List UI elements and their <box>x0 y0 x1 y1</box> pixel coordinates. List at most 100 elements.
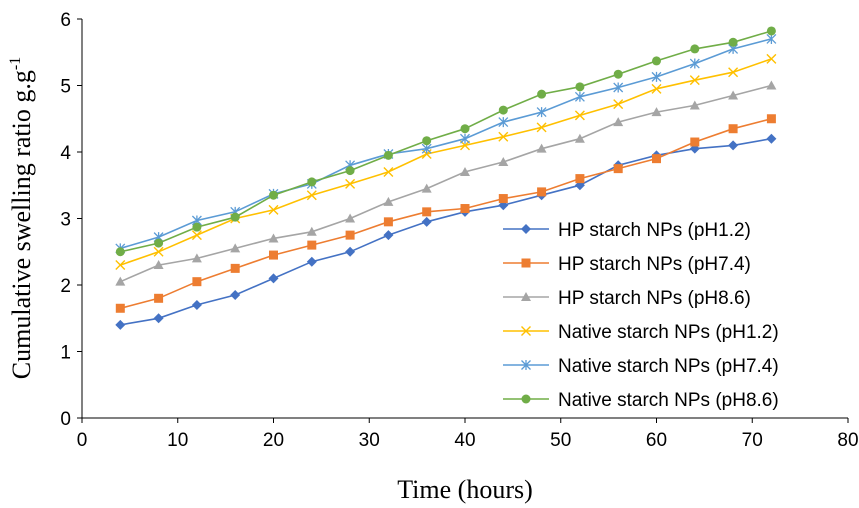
legend-item: HP starch NPs (pH8.6) <box>503 288 751 309</box>
y-axis-title-main: Cumulative swelling ratio g.g <box>7 70 36 379</box>
data-point <box>192 222 202 232</box>
data-point <box>498 105 508 115</box>
x-tick-label: 10 <box>167 430 188 451</box>
data-point <box>498 156 509 166</box>
data-point <box>154 293 164 303</box>
data-point <box>268 204 279 215</box>
series-line <box>120 58 772 266</box>
data-point <box>306 226 317 236</box>
data-point <box>460 133 470 144</box>
data-point <box>383 230 394 241</box>
y-axis-title: Cumulative swelling ratio g.g-1 <box>7 57 36 379</box>
data-point <box>537 187 547 197</box>
y-tick-label: 5 <box>60 77 71 98</box>
data-point <box>421 216 432 227</box>
data-point <box>460 204 470 214</box>
x-axis-title: Time (hours) <box>397 475 533 504</box>
data-point <box>345 230 355 240</box>
legend-marker <box>521 224 531 234</box>
data-point <box>690 44 700 54</box>
y-axis-title-superscript: -1 <box>7 57 24 70</box>
data-point <box>574 91 585 102</box>
series-line <box>120 118 772 310</box>
data-point <box>536 107 547 118</box>
data-point <box>728 67 739 78</box>
data-point <box>191 230 202 241</box>
series-2 <box>115 114 776 313</box>
legend-label: HP starch NPs (pH7.4) <box>558 254 751 275</box>
data-point <box>689 100 700 110</box>
legend-label: Native starch NPs (pH7.4) <box>558 356 779 377</box>
series-3 <box>115 80 777 286</box>
data-point <box>728 124 738 134</box>
data-point <box>536 143 547 153</box>
y-tick-label: 1 <box>60 343 71 364</box>
legend-label: Native starch NPs (pH1.2) <box>558 322 779 343</box>
data-point <box>153 313 164 324</box>
x-tick-label: 70 <box>742 430 763 451</box>
data-point <box>153 260 164 270</box>
data-point <box>613 82 624 93</box>
data-point <box>422 136 432 146</box>
data-point <box>307 177 317 187</box>
data-point <box>689 58 700 69</box>
data-point <box>191 253 202 263</box>
axes: 0 10 20 30 40 50 60 70 80 0 1 2 3 4 5 6 <box>60 10 858 451</box>
series-line <box>120 137 772 326</box>
series-line <box>120 30 772 253</box>
data-point <box>383 196 394 206</box>
data-point <box>268 233 279 243</box>
data-point <box>537 89 547 99</box>
data-point <box>422 207 432 217</box>
data-point <box>345 178 356 189</box>
data-point <box>153 246 164 257</box>
data-point <box>307 240 317 250</box>
x-tick-label: 30 <box>359 430 380 451</box>
data-point <box>269 190 278 200</box>
data-point <box>115 276 126 286</box>
y-tick-label: 6 <box>60 10 71 31</box>
series-6 <box>115 26 776 257</box>
data-point <box>613 99 624 110</box>
data-point <box>766 80 777 90</box>
data-point <box>230 243 241 253</box>
data-point <box>345 213 356 223</box>
data-point <box>766 53 777 64</box>
data-point <box>115 319 126 330</box>
data-point <box>689 75 700 86</box>
data-point <box>766 114 776 124</box>
y-tick-label: 4 <box>60 143 71 164</box>
data-point <box>345 166 355 176</box>
data-point <box>651 71 662 82</box>
data-point <box>575 174 585 184</box>
legend-marker <box>521 292 531 301</box>
legend-marker <box>521 360 531 370</box>
data-point <box>766 26 776 36</box>
data-point <box>460 166 470 176</box>
data-point <box>498 117 509 128</box>
legend-marker <box>521 394 531 404</box>
legend-marker <box>521 326 531 336</box>
data-point <box>574 133 585 143</box>
data-point <box>192 277 202 287</box>
data-point <box>498 131 509 142</box>
legend-marker <box>521 258 531 268</box>
data-point <box>690 137 700 147</box>
data-point <box>652 56 661 66</box>
x-tick-label: 80 <box>837 430 858 451</box>
data-point <box>498 194 508 204</box>
data-point <box>613 164 623 174</box>
data-point <box>728 90 739 100</box>
legend-label: HP starch NPs (pH1.2) <box>558 220 751 241</box>
data-point <box>651 83 662 94</box>
legend-item: Native starch NPs (pH7.4) <box>503 356 779 377</box>
data-point <box>115 247 125 257</box>
data-point <box>383 166 394 177</box>
legend-item: HP starch NPs (pH1.2) <box>503 220 751 241</box>
series-line <box>119 84 772 283</box>
series-4 <box>115 53 777 271</box>
data-point <box>115 303 125 313</box>
x-tick-label: 60 <box>646 430 667 451</box>
data-point <box>651 107 662 117</box>
